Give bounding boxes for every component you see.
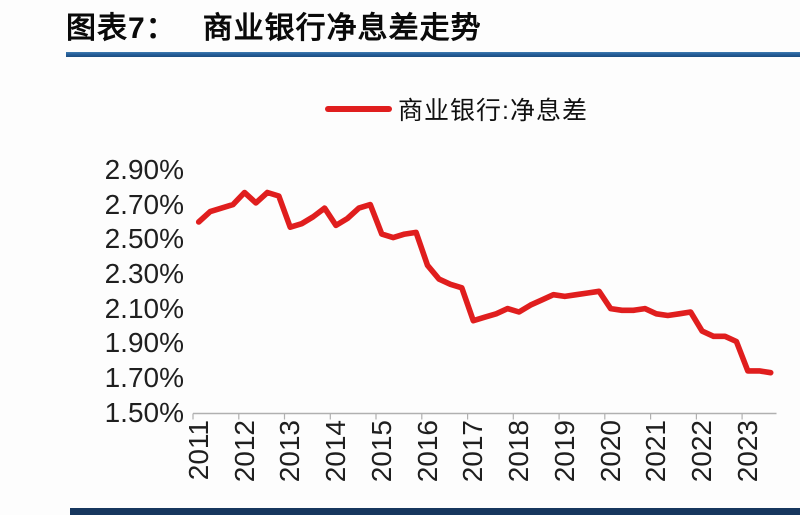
x-axis-label: 2014 [320,420,351,483]
legend-series-label: 商业银行:净息差 [398,97,588,125]
y-axis-label: 2.90% [104,154,184,185]
y-axis-label: 2.10% [104,292,184,324]
x-axis-label: 2022 [686,420,718,483]
footer-rule [70,508,800,515]
x-axis-label: 2013 [274,420,306,483]
y-axis-label: 2.30% [104,257,184,289]
x-axis-label: 2023 [731,420,763,483]
x-axis-label: 2016 [411,420,443,483]
y-axis-label: 1.70% [104,361,184,393]
x-axis-label: 2015 [365,420,397,483]
y-axis-label: 2.70% [104,188,184,220]
x-axis-label: 2012 [228,420,260,483]
y-axis-label: 1.50% [104,396,184,428]
header-divider-rule [66,52,800,57]
y-axis-label: 2.50% [104,223,184,255]
x-axis-label: 2017 [457,420,489,483]
figure-header: 图表7： 商业银行净息差走势 [66,12,796,46]
x-axis-label: 2019 [548,420,580,483]
chart-legend: 商业银行:净息差 [325,93,588,125]
figure-title: 商业银行净息差走势 [202,12,482,45]
x-axis-label: 2020 [594,420,626,483]
x-axis-label: 2011 [182,420,214,481]
legend-line-swatch [325,106,392,112]
x-axis-label: 2021 [640,420,672,483]
figure-number-label: 图表7： [66,12,177,45]
y-axis-label: 1.90% [104,327,184,359]
x-axis-label: 2018 [503,420,534,483]
nim-line-series [195,189,774,376]
